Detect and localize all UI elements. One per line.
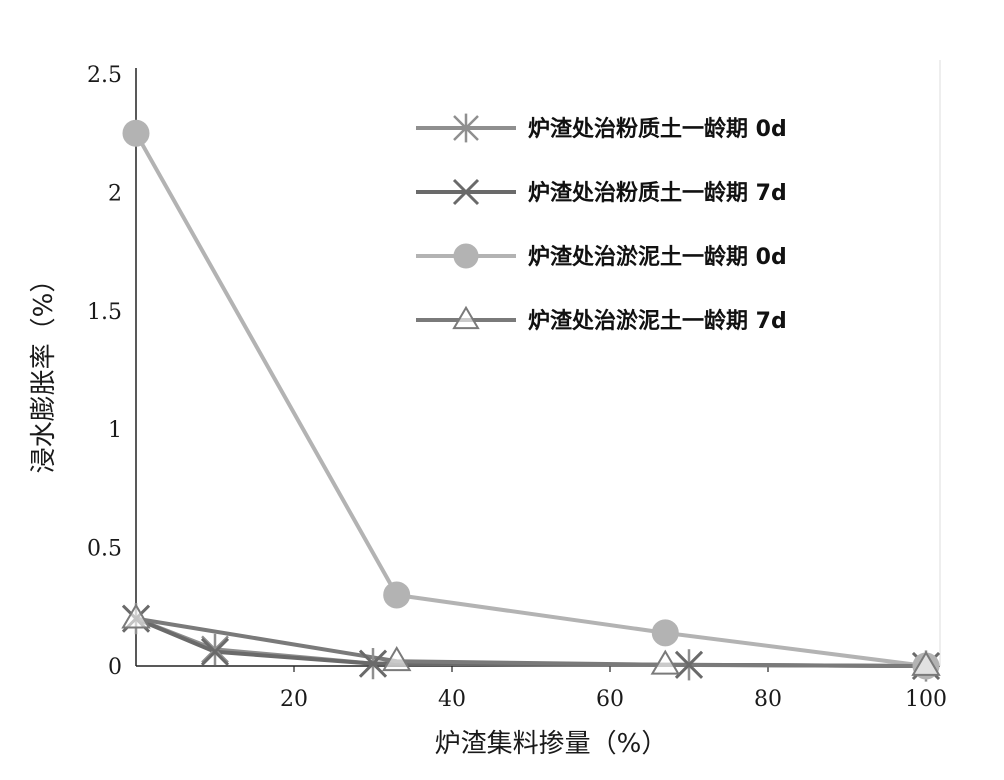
series-markers bbox=[121, 119, 941, 682]
legend-label: 炉渣处治淤泥土一龄期 7d bbox=[528, 308, 787, 334]
legend-marker bbox=[453, 113, 479, 143]
data-point-series-2 bbox=[358, 649, 388, 678]
y-tick-label: 1.5 bbox=[87, 300, 122, 325]
series-line-1 bbox=[135, 616, 927, 668]
y-tick-label: 2 bbox=[108, 181, 122, 206]
data-point-series-3 bbox=[651, 619, 679, 647]
x-tick-label: 20 bbox=[280, 687, 308, 712]
series-line-4 bbox=[135, 616, 927, 668]
x-tick-label: 60 bbox=[596, 687, 624, 712]
legend-label: 炉渣处治粉质土一龄期 7d bbox=[528, 180, 787, 206]
data-point-series-4 bbox=[381, 646, 412, 672]
data-point-series-3 bbox=[122, 119, 150, 147]
legend-item-1: 炉渣处治粉质土一龄期 0d bbox=[416, 113, 787, 143]
x-tick-label: 40 bbox=[438, 687, 466, 712]
legend-marker bbox=[453, 243, 479, 269]
x-tick-label: 80 bbox=[754, 687, 782, 712]
series-lines bbox=[134, 132, 927, 668]
legend-item-3: 炉渣处治淤泥土一龄期 0d bbox=[416, 243, 787, 270]
data-point-series-2 bbox=[200, 637, 230, 666]
data-point-series-1 bbox=[201, 633, 229, 666]
data-point-series-2 bbox=[674, 650, 704, 679]
axes bbox=[135, 60, 941, 667]
series-line-3 bbox=[134, 132, 927, 668]
x-tick-label: 100 bbox=[905, 687, 947, 712]
y-axis-title: 浸水膨胀率（%） bbox=[29, 267, 59, 474]
x-ticks: 20 40 60 80 100 bbox=[280, 666, 947, 712]
data-point-series-4 bbox=[650, 649, 681, 675]
data-point-series-3 bbox=[383, 581, 411, 609]
data-point-series-4 bbox=[121, 603, 151, 629]
y-tick-label: 2.5 bbox=[87, 63, 122, 88]
legend-label: 炉渣处治淤泥土一龄期 0d bbox=[528, 244, 787, 270]
y-tick-label: 0.5 bbox=[87, 537, 122, 562]
y-tick-label: 1 bbox=[108, 418, 122, 443]
legend-item-2: 炉渣处治粉质土一龄期 7d bbox=[416, 178, 787, 206]
legend-marker bbox=[452, 305, 480, 330]
series-line-2 bbox=[135, 616, 927, 668]
data-point-series-4 bbox=[911, 650, 941, 676]
y-tick-label: 0 bbox=[108, 655, 122, 680]
legend-item-4: 炉渣处治淤泥土一龄期 7d bbox=[416, 305, 787, 334]
y-ticks: 0 0.5 1 1.5 2 2.5 bbox=[87, 63, 122, 680]
x-axis-title: 炉渣集料掺量（%） bbox=[435, 729, 668, 759]
legend-marker bbox=[452, 178, 480, 206]
legend-label: 炉渣处治粉质土一龄期 0d bbox=[528, 116, 787, 142]
legend: 炉渣处治粉质土一龄期 0d 炉渣处治粉质土一龄期 7d 炉渣处治淤泥土一龄期 0d 炉… bbox=[416, 113, 787, 334]
